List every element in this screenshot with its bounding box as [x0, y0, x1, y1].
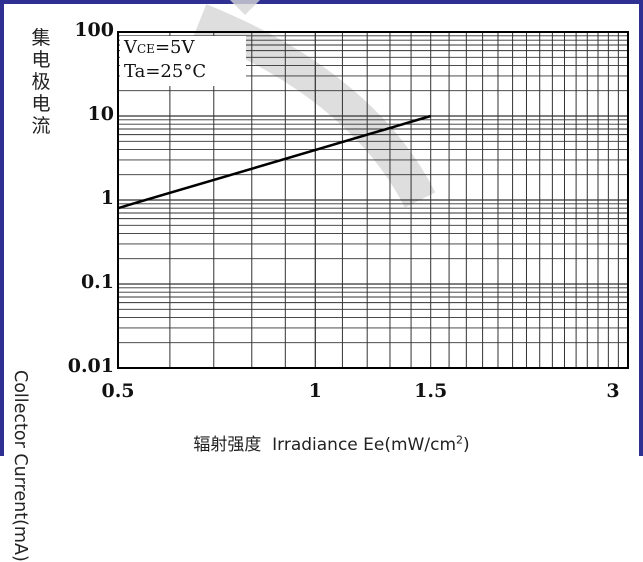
frame-border-left [0, 0, 4, 456]
annotation-ta: Ta=25°C [124, 61, 207, 82]
annotation-vce-v: V [124, 37, 137, 58]
x-axis-label-chinese: 辐射强度 [193, 435, 262, 455]
x-tick-label: 1.5 [414, 380, 448, 402]
x-axis-label-english: Irradiance Ee(mW/cm [272, 435, 457, 455]
y-tick-label: 10 [87, 103, 114, 125]
y-tick-label: 0.1 [80, 271, 114, 293]
x-tick-label: 3 [606, 380, 620, 402]
annotation-vce: VCE=5V [124, 37, 195, 58]
series-line [117, 114, 432, 210]
y-axis-label-english: Collector Current(mA) [10, 370, 30, 562]
x-tick-label: 1 [308, 380, 322, 402]
frame-border-right [639, 0, 643, 456]
y-tick-label: 100 [74, 19, 114, 41]
y-axis-label-chinese: 集电极电流 [31, 27, 51, 137]
frame-border-top [0, 0, 643, 4]
x-axis-label-superscript: 2 [456, 433, 464, 447]
x-tick-label: 0.5 [101, 380, 135, 402]
annotation-vce-value: =5V [154, 37, 195, 58]
annotation-vce-subscript: CE [137, 42, 155, 56]
x-axis-label: 辐射强度 Irradiance Ee(mW/cm2) [0, 430, 643, 455]
y-tick-label: 1 [100, 187, 114, 209]
conditions-annotation: VCE=5V Ta=25°C [120, 36, 246, 86]
plot-frame [117, 31, 629, 369]
y-tick-label: 0.01 [67, 355, 114, 377]
x-axis-label-close: ) [463, 435, 470, 455]
